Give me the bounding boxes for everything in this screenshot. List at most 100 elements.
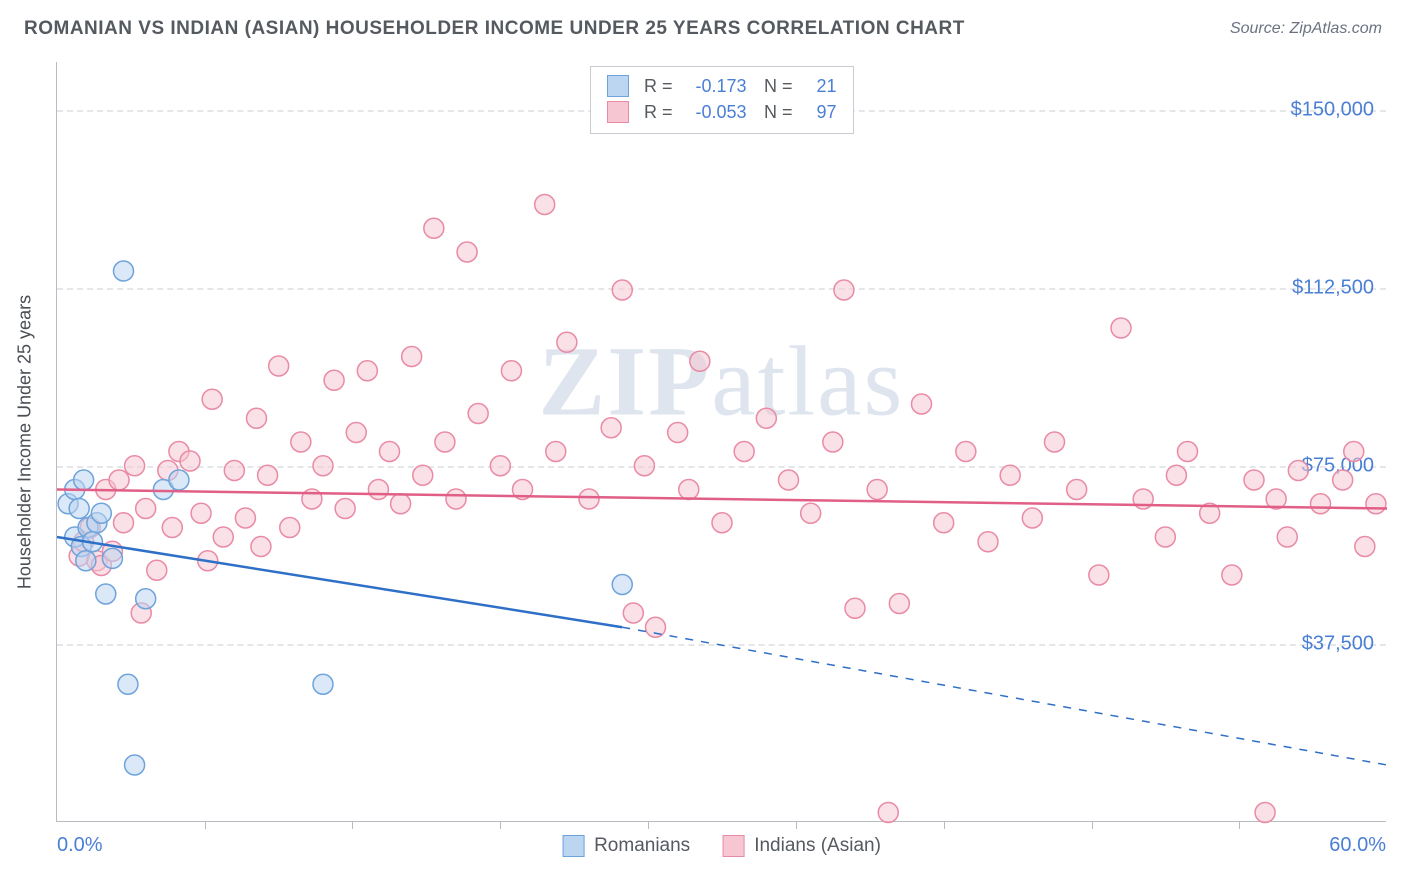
r-value-0: -0.173 [683, 76, 747, 97]
data-point [247, 408, 267, 428]
data-point [834, 280, 854, 300]
data-point [956, 442, 976, 462]
data-point [668, 423, 688, 443]
data-point [446, 489, 466, 509]
x-axis-max-label: 60.0% [1329, 834, 1386, 857]
data-point [1333, 470, 1353, 490]
data-point [346, 423, 366, 443]
data-point [912, 394, 932, 414]
data-point [1277, 527, 1297, 547]
data-point [202, 389, 222, 409]
data-point [180, 451, 200, 471]
data-point [313, 456, 333, 476]
data-point [1344, 442, 1364, 462]
swatch-indians [607, 101, 629, 123]
n-value-0: 21 [803, 76, 837, 97]
data-point [1355, 537, 1375, 557]
data-point [391, 494, 411, 514]
data-point [1244, 470, 1264, 490]
data-point [380, 442, 400, 462]
n-label-1: N = [761, 102, 793, 123]
data-point [1166, 465, 1186, 485]
data-point [69, 499, 89, 519]
data-point [457, 242, 477, 262]
data-point [125, 456, 145, 476]
r-value-1: -0.053 [683, 102, 747, 123]
data-point [779, 470, 799, 490]
swatch-romanians [607, 75, 629, 97]
data-point [712, 513, 732, 533]
data-point [1089, 565, 1109, 585]
data-point [74, 470, 94, 490]
data-point [235, 508, 255, 528]
data-point [634, 456, 654, 476]
stats-row-indians: R = -0.053 N = 97 [607, 99, 837, 125]
data-point [118, 674, 138, 694]
data-point [690, 351, 710, 371]
data-point [845, 598, 865, 618]
data-point [76, 551, 96, 571]
data-point [324, 370, 344, 390]
data-point [368, 480, 388, 500]
n-value-1: 97 [803, 102, 837, 123]
data-point [147, 560, 167, 580]
data-point [1222, 565, 1242, 585]
data-point [878, 803, 898, 823]
data-point [1178, 442, 1198, 462]
data-point [679, 480, 699, 500]
data-point [413, 465, 433, 485]
scatter-svg [57, 62, 1386, 821]
trend-line-romanians-dashed [622, 627, 1387, 765]
data-point [978, 532, 998, 552]
data-point [435, 432, 455, 452]
data-point [291, 432, 311, 452]
data-point [1155, 527, 1175, 547]
data-point [1111, 318, 1131, 338]
r-label-1: R = [639, 102, 673, 123]
x-tick [500, 821, 501, 829]
data-point [224, 461, 244, 481]
chart-plot-area: Householder Income Under 25 years $37,50… [56, 62, 1386, 822]
data-point [601, 418, 621, 438]
data-point [646, 617, 666, 637]
y-axis-title: Householder Income Under 25 years [15, 294, 36, 588]
data-point [251, 537, 271, 557]
data-point [169, 470, 189, 490]
x-tick [944, 821, 945, 829]
data-point [114, 513, 134, 533]
correlation-stats-box: R = -0.173 N = 21 R = -0.053 N = 97 [590, 66, 854, 134]
data-point [1311, 494, 1331, 514]
data-point [357, 361, 377, 381]
data-point [867, 480, 887, 500]
source-link[interactable]: ZipAtlas.com [1290, 20, 1382, 37]
r-label-0: R = [639, 76, 673, 97]
data-point [468, 404, 488, 424]
data-point [612, 575, 632, 595]
data-point [579, 489, 599, 509]
chart-legend: Romanians Indians (Asian) [562, 835, 881, 857]
data-point [934, 513, 954, 533]
data-point [1288, 461, 1308, 481]
x-tick [1239, 821, 1240, 829]
data-point [801, 503, 821, 523]
data-point [109, 470, 129, 490]
x-tick [352, 821, 353, 829]
data-point [1022, 508, 1042, 528]
data-point [823, 432, 843, 452]
data-point [557, 332, 577, 352]
data-point [889, 594, 909, 614]
data-point [1045, 432, 1065, 452]
data-point [162, 518, 182, 538]
x-tick [205, 821, 206, 829]
data-point [335, 499, 355, 519]
data-point [756, 408, 776, 428]
x-tick [1092, 821, 1093, 829]
data-point [191, 503, 211, 523]
data-point [313, 674, 333, 694]
data-point [96, 584, 116, 604]
data-point [501, 361, 521, 381]
data-point [623, 603, 643, 623]
data-point [213, 527, 233, 547]
n-label-0: N = [761, 76, 793, 97]
data-point [734, 442, 754, 462]
